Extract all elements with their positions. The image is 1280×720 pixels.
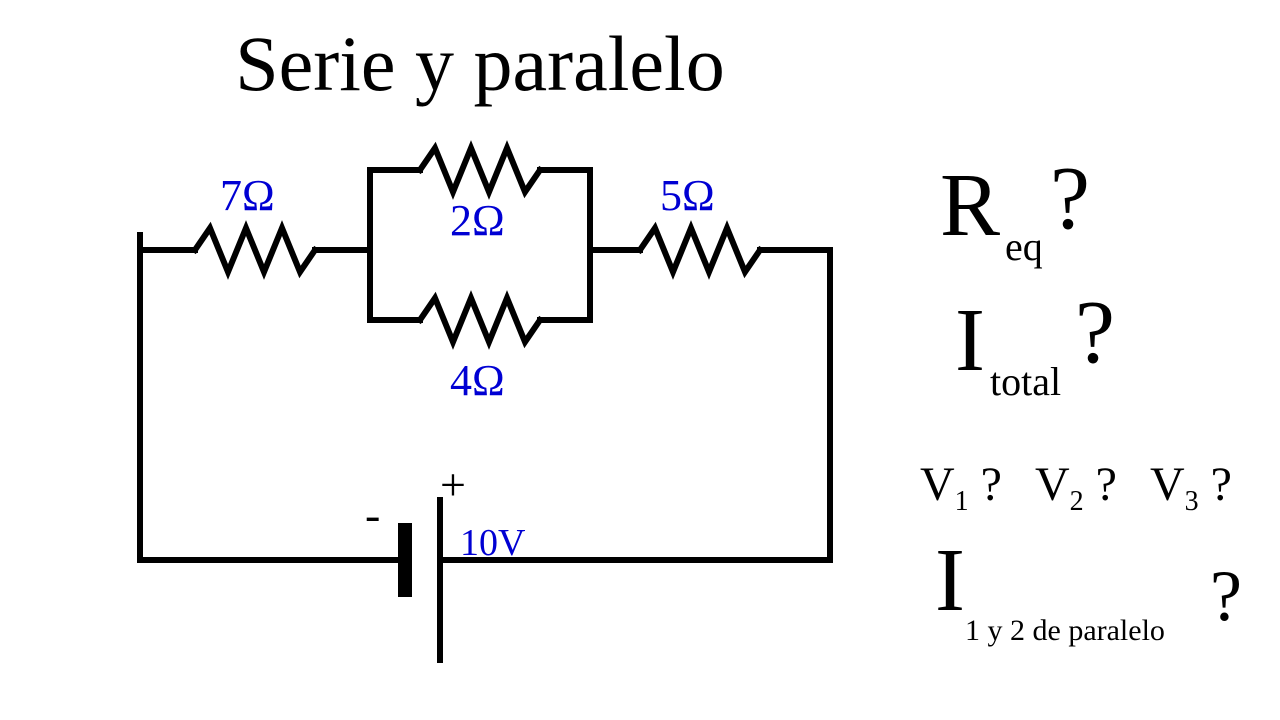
question-req: R eq ? [940,149,1090,269]
svg-text:1 y 2 de paralelo: 1 y 2 de paralelo [965,614,1165,647]
svg-text:?: ? [1050,149,1090,248]
svg-text:?: ? [1075,283,1115,382]
plus-sign: + [440,459,466,510]
resistor-r3 [420,298,540,342]
minus-sign: - [365,489,380,540]
question-voltages: V1 ? V2 ? V3 ? [920,458,1232,517]
label-r4: 5Ω [660,171,715,220]
label-r2: 2Ω [450,196,505,245]
resistor-r2 [420,148,540,192]
question-list: R eq ? I total ? V1 ? V2 ? V3 ? I 1 y 2 … [920,149,1242,647]
question-itotal: I total ? [955,283,1115,404]
svg-text:V2 ?: V2 ? [1035,458,1117,517]
component-labels: 7Ω 2Ω 4Ω 5Ω 10V [220,171,715,564]
label-r3: 4Ω [450,356,505,405]
resistor-r1 [195,228,315,272]
resistor-r4 [640,228,760,272]
svg-text:I: I [955,291,985,390]
svg-text:V1 ?: V1 ? [920,458,1002,517]
svg-text:I: I [935,531,965,630]
question-iparallel: I 1 y 2 de paralelo ? [935,531,1242,647]
svg-text:?: ? [1210,556,1242,636]
battery-polarity: + - [365,459,466,540]
label-r1: 7Ω [220,171,275,220]
page-title: Serie y paralelo [235,20,724,107]
svg-text:total: total [990,359,1061,404]
label-voltage: 10V [460,522,526,564]
svg-text:V3 ?: V3 ? [1150,458,1232,517]
svg-text:R: R [940,156,1000,255]
svg-text:eq: eq [1005,224,1043,269]
